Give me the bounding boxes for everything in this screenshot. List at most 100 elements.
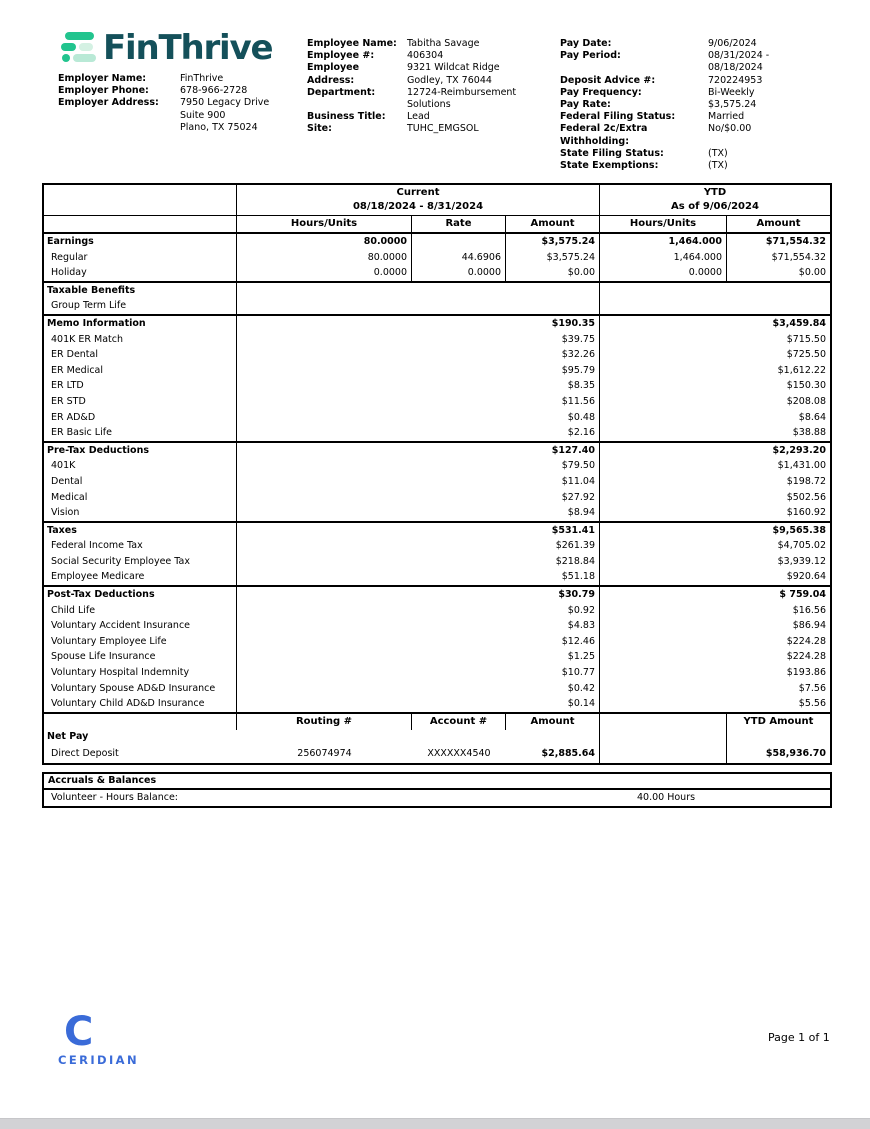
table-cell: $8.64 <box>798 411 826 423</box>
info-value: Plano, TX 75024 <box>180 121 258 133</box>
table-cell: $502.56 <box>786 491 826 503</box>
table-cell: $10.77 <box>237 665 600 681</box>
info-value: 08/31/2024 - <box>708 50 770 62</box>
table-cell: $208.08 <box>786 395 826 407</box>
table-row: Direct Deposit 256074974 XXXXXX4540 $2,885.… <box>44 743 830 763</box>
info-label: Employer Address: <box>58 97 159 109</box>
table-cell: $160.92 <box>786 507 826 519</box>
table-cell: Group Term Life <box>44 298 237 314</box>
table-cell: Vision <box>44 505 237 521</box>
table-cell: $0.14 <box>237 696 600 712</box>
employee-info: Employee Name: Tabitha Savage Employee #… <box>307 38 557 136</box>
info-value: 7950 Legacy Drive <box>180 97 270 109</box>
info-row: Federal Filing Status: Married <box>560 111 840 123</box>
info-row: Employer Name: FinThrive <box>58 73 308 85</box>
table-cell: $39.75 <box>237 331 600 348</box>
table-cell: $9,565.38 <box>772 524 827 536</box>
table-cell <box>237 298 600 314</box>
table-cell: $1,612.22 <box>777 364 826 376</box>
info-value: 678-966-2728 <box>180 85 248 97</box>
table-cell: $3,939.12 <box>777 555 826 567</box>
table-row: Medical $27.92 $502.56 <box>44 489 830 506</box>
col-header-amount: Amount <box>506 216 600 232</box>
paystub-table: Current 08/18/2024 - 8/31/2024 YTD As of… <box>42 183 832 765</box>
table-cell: 401K ER Match <box>44 331 237 348</box>
table-cell: ER Basic Life <box>44 425 237 441</box>
info-label: Employee <box>307 62 360 74</box>
table-cell: Voluntary Hospital Indemnity <box>44 665 237 681</box>
table-cell: Social Security Employee Tax <box>44 553 237 570</box>
logo-pill <box>61 43 76 51</box>
info-label: Federal 2c/Extra <box>560 123 648 135</box>
window-bottom-scrollbar[interactable] <box>0 1118 870 1129</box>
col-header-ytd-hours: Hours/Units <box>600 216 727 232</box>
table-row: Earnings 80.0000 $3,575.24 1,464.000 $71,554… <box>44 234 830 250</box>
table-row: Child Life $0.92 $16.56 <box>44 602 830 619</box>
table-cell: $0.00 <box>798 267 826 279</box>
logo-pill <box>65 32 94 40</box>
logo-pill <box>79 43 93 51</box>
table-cell: Account # <box>412 713 506 730</box>
info-label: State Exemptions: <box>560 160 659 172</box>
info-row: Site: TUHC_EMGSOL <box>307 123 557 135</box>
ceridian-c-icon: C <box>64 1009 94 1055</box>
accrual-label: Volunteer - Hours Balance: <box>51 792 178 803</box>
info-label: Department: <box>307 86 376 98</box>
table-cell: Earnings <box>44 234 237 250</box>
table-period-header: Current 08/18/2024 - 8/31/2024 YTD As of… <box>44 185 830 216</box>
table-cell: $32.26 <box>237 347 600 363</box>
info-label <box>58 122 180 134</box>
table-cell <box>44 185 237 215</box>
table-cell: $190.35 <box>237 315 600 332</box>
info-value: (TX) <box>708 160 728 172</box>
table-cell: $3,575.24 <box>506 234 600 250</box>
info-row: Deposit Advice #: 720224953 <box>560 75 840 87</box>
table-cell: $3,459.84 <box>772 317 827 329</box>
info-label: Pay Period: <box>560 50 621 62</box>
finthrive-logo: FinThrive <box>56 30 274 66</box>
table-cell: $71,554.32 <box>771 251 826 263</box>
table-cell: $11.04 <box>237 473 600 490</box>
table-row: Spouse Life Insurance $1.25 $224.28 <box>44 649 830 666</box>
table-cell: $193.86 <box>786 667 826 679</box>
table-cell: 256074974 <box>297 747 352 759</box>
info-row: 08/18/2024 <box>560 62 840 74</box>
table-cell: $12.46 <box>237 633 600 650</box>
paystub-table-body: Earnings 80.0000 $3,575.24 1,464.000 $71,554… <box>44 234 830 763</box>
info-value: Godley, TX 76044 <box>407 74 492 86</box>
table-cell: $38.88 <box>792 427 826 439</box>
table-row: Holiday 0.0000 0.0000 $0.00 0.0000 $0.00 <box>44 265 830 281</box>
info-row: Employer Phone: 678-966-2728 <box>58 85 308 97</box>
table-row: ER Medical $95.79 $1,612.22 <box>44 362 830 379</box>
table-cell: 80.0000 <box>237 234 412 250</box>
table-cell: $79.50 <box>237 458 600 474</box>
info-row: Address: Godley, TX 76044 <box>307 75 557 87</box>
info-label: Employer Name: <box>58 73 147 84</box>
page-number: Page 1 of 1 <box>768 1031 830 1044</box>
info-value: 08/18/2024 <box>708 62 763 74</box>
col-header-rate: Rate <box>412 216 506 232</box>
table-cell: $5.56 <box>798 698 826 710</box>
table-cell: 44.6906 <box>412 249 506 266</box>
table-row: Federal Income Tax $261.39 $4,705.02 <box>44 538 830 554</box>
current-dates: 08/18/2024 - 8/31/2024 <box>352 200 484 212</box>
table-cell <box>412 234 506 250</box>
info-row: Department: 12724-Reimbursement <box>307 87 557 99</box>
info-value: Tabitha Savage <box>407 38 480 49</box>
info-value: TUHC_EMGSOL <box>407 123 479 135</box>
info-label: Withholding: <box>560 135 630 147</box>
info-row: Suite 900 <box>58 110 308 122</box>
table-row: Voluntary Child AD&D Insurance $0.14 $5.56 <box>44 696 830 712</box>
table-row: Voluntary Accident Insurance $4.83 $86.94 <box>44 618 830 634</box>
table-cell: $1.25 <box>237 649 600 666</box>
info-label: Federal Filing Status: <box>560 111 676 123</box>
table-row: Employee Medicare $51.18 $920.64 <box>44 569 830 586</box>
ytd-title: YTD <box>703 187 727 198</box>
table-cell: $71,554.32 <box>765 236 826 247</box>
table-cell: Memo Information <box>44 315 237 332</box>
table-cell: Regular <box>44 249 237 266</box>
table-cell: $2.16 <box>237 425 600 441</box>
ytd-date: As of 9/06/2024 <box>671 200 759 212</box>
table-cell: $7.56 <box>798 682 826 694</box>
info-value: Solutions <box>407 99 451 111</box>
